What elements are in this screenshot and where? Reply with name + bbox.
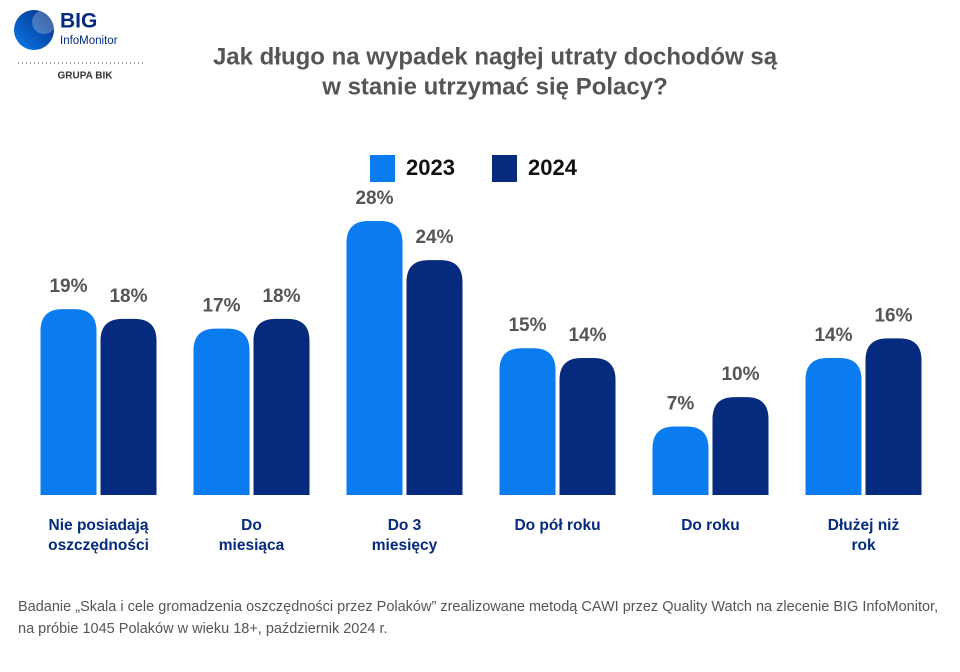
x-tick-label: rok: [851, 537, 876, 554]
value-label: 28%: [355, 188, 393, 209]
value-label: 7%: [667, 394, 695, 415]
bar: [406, 260, 463, 495]
x-tick-label: oszczędności: [48, 537, 149, 554]
bar: [805, 358, 862, 495]
bar: [499, 348, 556, 495]
bar: [253, 318, 310, 495]
value-label: 14%: [568, 325, 606, 346]
bar: [652, 426, 709, 495]
x-tick-label: Nie posiadają: [49, 517, 149, 534]
bar: [193, 328, 250, 495]
x-tick-label: Do 3: [388, 517, 422, 534]
bar: [559, 358, 616, 495]
legend-label: 2023: [406, 155, 455, 180]
x-tick-label: Dłużej niż: [828, 517, 900, 534]
logo-name: BIG: [60, 10, 97, 33]
bar: [100, 318, 157, 495]
logo-sub: InfoMonitor: [60, 35, 118, 47]
value-label: 17%: [202, 296, 240, 317]
logo-icon-detail: [32, 10, 56, 34]
bar: [865, 338, 922, 495]
x-tick-label: miesiąca: [219, 537, 285, 554]
bar: [712, 397, 769, 495]
x-tick-label: miesięcy: [372, 537, 438, 554]
value-label: 24%: [415, 227, 453, 248]
footnote: Badanie „Skala i cele gromadzenia oszczę…: [18, 599, 939, 637]
value-label: 10%: [721, 364, 759, 385]
value-label: 15%: [508, 315, 546, 336]
value-label: 19%: [49, 276, 87, 297]
bar: [346, 221, 403, 495]
x-tick-label: Do roku: [681, 517, 740, 534]
logo-icon: [14, 10, 54, 50]
value-label: 18%: [109, 286, 147, 307]
legend-swatch: [370, 155, 395, 182]
legend-label: 2024: [528, 155, 578, 180]
value-label: 16%: [874, 305, 912, 326]
logo-group: GRUPA BIK: [58, 71, 114, 82]
legend-swatch: [492, 155, 517, 182]
bar: [40, 309, 97, 495]
x-tick-label: Do: [241, 517, 262, 534]
chart: BIG InfoMonitor GRUPA BIK Jak długo na w…: [14, 10, 922, 554]
chart-title: Jak długo na wypadek nagłej utraty docho…: [213, 43, 778, 70]
value-label: 18%: [262, 286, 300, 307]
chart-title: w stanie utrzymać się Polacy?: [321, 73, 667, 100]
x-tick-label: Do pół roku: [514, 517, 600, 534]
value-label: 14%: [814, 325, 852, 346]
